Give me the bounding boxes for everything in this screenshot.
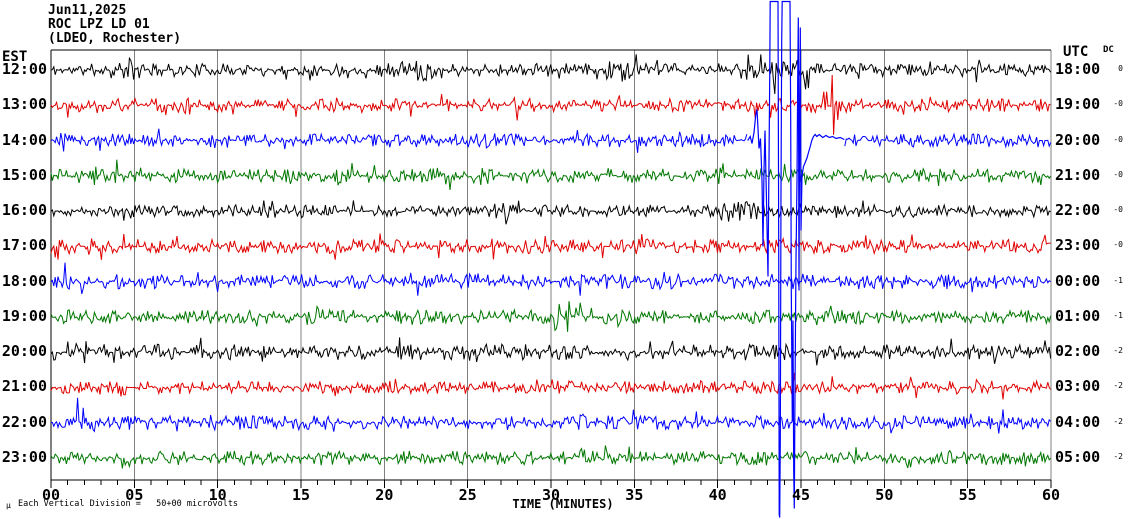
- trace-row-1600: [50, 200, 1051, 225]
- x-tick-label: 20: [375, 486, 394, 504]
- row-dc-value: -0: [1113, 99, 1123, 109]
- x-tick-label: 50: [875, 486, 894, 504]
- x-tick-label: 05: [125, 486, 144, 504]
- scale-note: Each Vertical Division = 50+00 microvolt…: [18, 499, 239, 509]
- trace-row-2100: [50, 372, 1052, 400]
- dc-column-label: DC: [1103, 45, 1114, 55]
- trace-row-1400: [844, 132, 1052, 149]
- row-est-label: 22:00: [1, 412, 47, 431]
- row-utc-label: 03:00: [1055, 377, 1101, 396]
- row-dc-value: -0: [1113, 240, 1123, 250]
- x-tick-label: 10: [208, 486, 227, 504]
- trace-row-2000: [50, 337, 1052, 366]
- trace-row-2300: [50, 445, 1051, 469]
- row-utc-label: 22:00: [1055, 201, 1101, 220]
- row-dc-value: -1: [1113, 310, 1123, 320]
- row-utc-label: 04:00: [1055, 412, 1101, 431]
- x-tick-label: 15: [291, 486, 311, 504]
- row-utc-label: 00:00: [1055, 271, 1101, 290]
- page-title-date: Jun11,2025: [48, 3, 127, 18]
- station-id: ROC LPZ LD 01: [48, 17, 150, 32]
- row-est-label: 19:00: [1, 306, 47, 325]
- trace-row-1800: [50, 262, 1051, 296]
- row-dc-value: -2: [1113, 451, 1123, 461]
- trace-row-1400: [50, 128, 748, 153]
- row-utc-label: 18:00: [1055, 60, 1101, 78]
- row-utc-label: 05:00: [1055, 447, 1101, 466]
- row-est-label: 13:00: [1, 95, 47, 114]
- x-tick-label: 00: [41, 486, 61, 504]
- utc-axis-label: UTC: [1063, 44, 1089, 60]
- row-est-label: 15:00: [1, 165, 47, 184]
- trace-row-1500: [50, 159, 1052, 190]
- x-tick-label: 60: [1041, 486, 1061, 504]
- row-utc-label: 02:00: [1055, 342, 1101, 361]
- trace-row-2200: [50, 397, 1051, 434]
- row-utc-label: 21:00: [1055, 165, 1101, 184]
- row-est-label: 23:00: [1, 447, 47, 466]
- x-tick-label: 40: [708, 486, 727, 504]
- row-dc-value: -1: [1113, 275, 1123, 285]
- trace-row-1900: [50, 301, 1052, 332]
- row-est-label: 14:00: [1, 130, 47, 149]
- row-dc-value: -0: [1113, 169, 1123, 179]
- x-tick-label: 55: [958, 486, 977, 504]
- row-dc-value: -0: [1113, 134, 1123, 144]
- row-utc-label: 20:00: [1055, 130, 1101, 149]
- row-dc-value: -2: [1113, 416, 1123, 426]
- row-utc-label: 01:00: [1055, 306, 1101, 325]
- x-axis-title: TIME (MINUTES): [512, 497, 614, 511]
- trace-row-1700: [50, 233, 1051, 260]
- row-utc-label: 19:00: [1055, 95, 1101, 114]
- row-est-label: 17:00: [1, 236, 47, 255]
- row-dc-value: -2: [1113, 346, 1123, 356]
- trace-row-1300: [50, 74, 1051, 135]
- x-tick-label: 30: [541, 486, 561, 504]
- x-tick-label: 25: [458, 486, 477, 504]
- x-tick-label: 35: [625, 486, 644, 504]
- x-tick-label: 45: [791, 486, 811, 504]
- row-utc-label: 23:00: [1055, 236, 1101, 255]
- row-est-label: 18:00: [1, 271, 47, 290]
- row-est-label: 21:00: [1, 377, 47, 396]
- event-trace: [747, 0, 845, 518]
- trace-row-1200: [50, 54, 1052, 95]
- row-est-label: 20:00: [1, 342, 47, 361]
- row-dc-value: 0: [1118, 64, 1123, 73]
- row-est-label: 16:00: [1, 201, 47, 220]
- row-dc-value: -2: [1113, 381, 1123, 391]
- row-est-label: 12:00: [1, 60, 47, 78]
- station-location: (LDEO, Rochester): [48, 31, 182, 46]
- mu-glyph: μ: [6, 501, 11, 510]
- row-dc-value: -0: [1113, 205, 1123, 215]
- est-axis-label: EST: [2, 49, 28, 65]
